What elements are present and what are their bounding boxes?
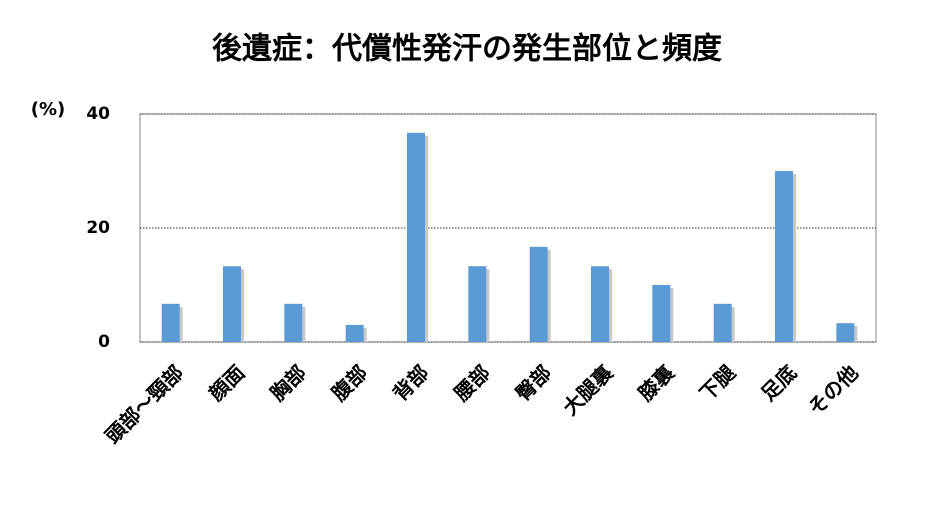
x-tick-label: 大腿裏	[558, 360, 618, 420]
plot-frame	[139, 113, 877, 343]
x-tick-label: その他	[803, 360, 862, 419]
x-tick-label: 腰部	[449, 360, 495, 406]
x-tick-label: 足底	[756, 360, 801, 405]
bar	[529, 246, 548, 342]
bar	[591, 266, 609, 342]
x-tick-label: 下腿	[695, 360, 740, 405]
x-tick-label: 頭部～頸部	[100, 360, 188, 448]
bar	[345, 324, 364, 342]
bar	[836, 323, 855, 342]
bar	[713, 303, 732, 342]
x-tick-label: 胸部	[266, 360, 311, 405]
chart-title: 後遺症：代償性発汗の発生部位と頻度	[212, 32, 722, 67]
x-tick-label: 顔面	[203, 360, 249, 406]
y-tick-label: 0	[98, 332, 110, 352]
bar	[775, 171, 793, 342]
x-tick-label: 膝裏	[634, 360, 680, 406]
x-tick-label: 背部	[388, 360, 433, 405]
bar	[407, 132, 425, 342]
bar	[468, 266, 487, 342]
y-axis-label: (%)	[31, 99, 66, 120]
y-tick-label: 40	[86, 104, 110, 124]
bar	[284, 303, 303, 342]
y-tick-label: 20	[86, 218, 110, 238]
bar	[161, 303, 180, 342]
x-tick-label: 臀部	[511, 360, 556, 405]
x-tick-label: 腹部	[327, 360, 372, 405]
bar	[652, 285, 671, 342]
bar	[223, 266, 241, 342]
